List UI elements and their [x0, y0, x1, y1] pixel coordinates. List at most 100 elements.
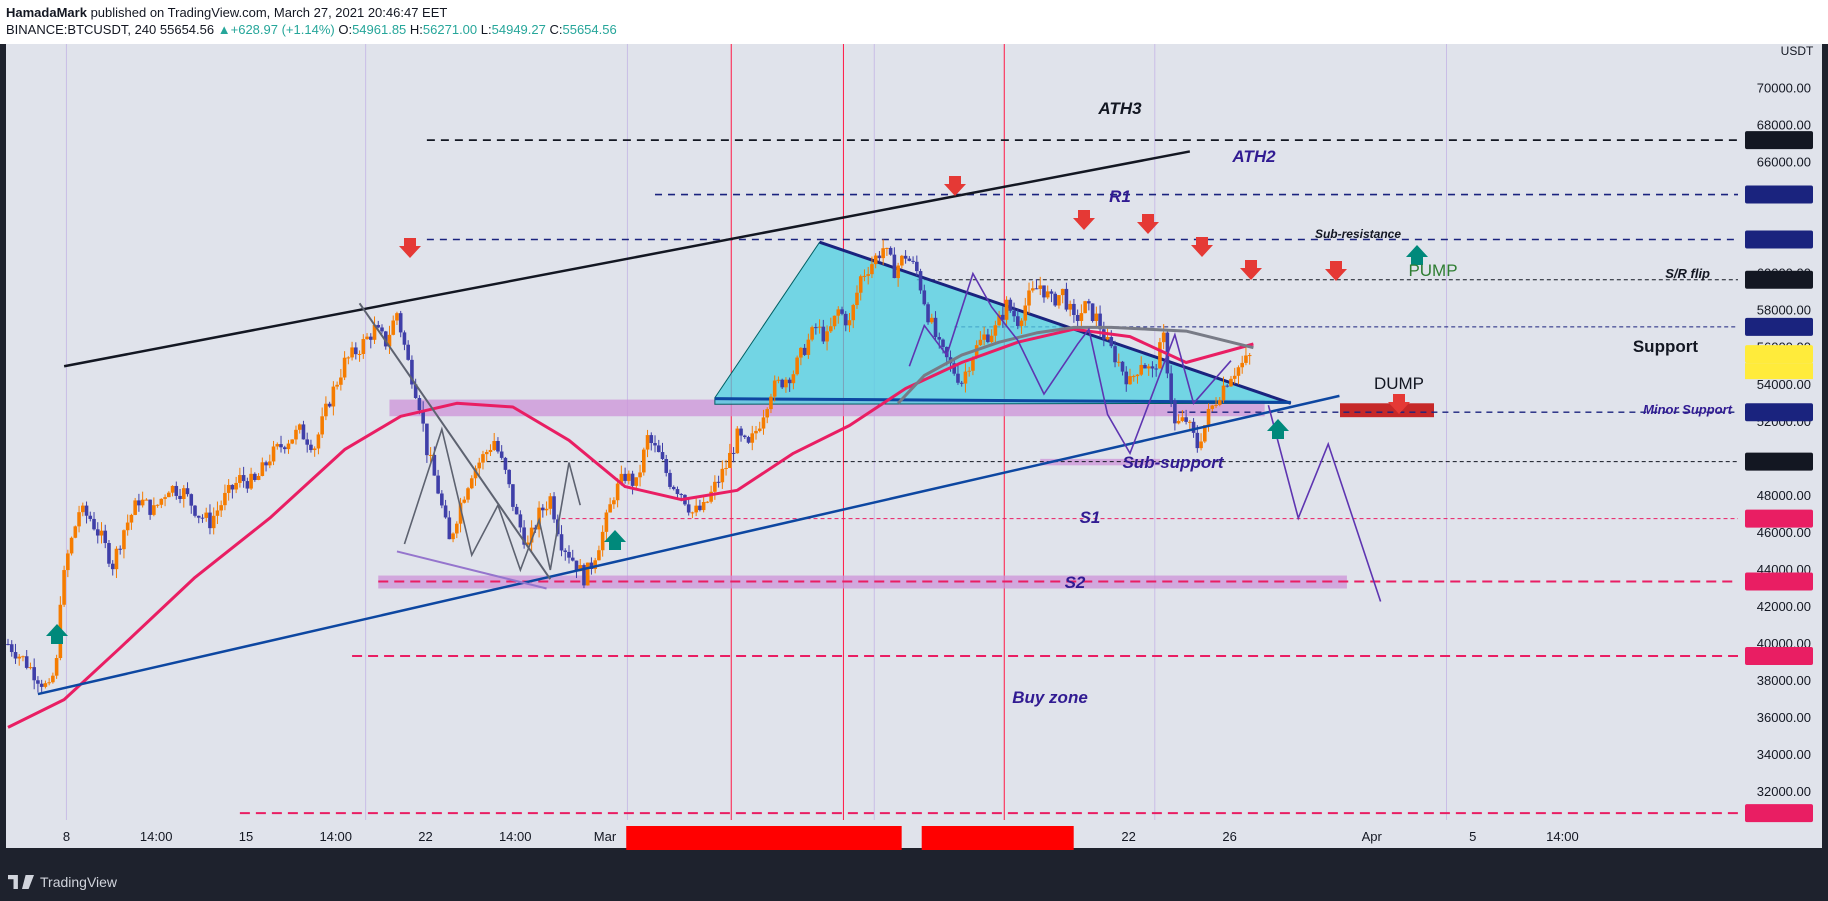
candle-body	[862, 275, 867, 277]
candle-body	[425, 423, 429, 456]
candle-body	[1012, 310, 1016, 317]
candle-body	[690, 512, 695, 514]
candle-body	[496, 440, 500, 452]
candle-body	[324, 403, 328, 417]
candle-body	[544, 508, 549, 511]
chart-canvas[interactable]: ATH3 ATH2 R1 Sub-resistance S/R flip Support M…	[0, 44, 1828, 864]
x-tick-label: 14:00	[499, 829, 532, 844]
candle-body	[832, 315, 837, 327]
candle-body	[507, 469, 511, 485]
candle-body	[612, 500, 616, 505]
candle-body	[234, 482, 238, 490]
candle-body	[526, 542, 530, 545]
candle-body	[1019, 320, 1024, 326]
candle-body	[559, 534, 564, 551]
x-tick-label: 26	[1222, 829, 1236, 844]
candle-body	[1027, 290, 1031, 306]
candle-body	[241, 475, 246, 482]
candle-body	[619, 473, 624, 484]
candle-body	[492, 440, 496, 450]
sub-resistance-label: Sub-resistance	[1315, 227, 1401, 241]
candle-body	[21, 656, 25, 658]
down-arrow-icon	[399, 238, 421, 258]
candle-body	[1210, 405, 1215, 409]
author-name[interactable]: HamadaMark	[6, 5, 87, 20]
candle-body	[638, 472, 642, 478]
y-tick-label: 32000.00	[1757, 784, 1811, 799]
candle-body	[866, 274, 870, 276]
price-axis[interactable]	[1738, 44, 1822, 820]
candle-body	[129, 514, 134, 523]
time-axis[interactable]	[6, 820, 1822, 848]
candle-body	[701, 502, 706, 511]
candle-body	[297, 424, 302, 430]
candle-body	[1161, 332, 1166, 343]
candle-body	[1158, 342, 1162, 369]
x-tick-label: 15	[239, 829, 253, 844]
candle-body	[447, 517, 452, 540]
candle-body	[432, 454, 437, 476]
candle-body	[847, 320, 852, 326]
candle-body	[739, 428, 743, 436]
tradingview-brand[interactable]: TradingView	[8, 874, 117, 890]
candle-body	[888, 247, 893, 255]
candle-body	[615, 483, 620, 501]
candle-body	[709, 491, 713, 502]
candle-body	[357, 354, 362, 356]
candle-body	[918, 271, 923, 291]
vertical-red-lines	[730, 44, 1005, 820]
candle-body	[1150, 366, 1155, 369]
candle-body	[92, 518, 96, 530]
sell-block	[1340, 403, 1434, 418]
candle-body	[462, 499, 467, 503]
candle-body	[907, 258, 912, 261]
candle-body	[1225, 385, 1230, 387]
price-label-box	[1745, 230, 1813, 249]
ma-gray-line	[897, 325, 1254, 405]
candle-body	[99, 530, 104, 536]
candle-body	[829, 326, 833, 332]
countdown-box	[1745, 363, 1813, 380]
candle-body	[1105, 337, 1110, 340]
y-tick-label: 46000.00	[1757, 525, 1811, 540]
candle-body	[312, 448, 317, 451]
candle-body	[1042, 285, 1046, 298]
candle-body	[802, 347, 807, 355]
candle-body	[421, 410, 425, 424]
candle-body	[170, 485, 175, 493]
candle-body	[1038, 285, 1043, 289]
candle-body	[989, 335, 994, 343]
down-arrow-icon	[1325, 261, 1347, 281]
candle-body	[32, 667, 36, 681]
candle-body	[499, 451, 504, 458]
candle-body	[1146, 366, 1151, 369]
candle-body	[1068, 303, 1072, 310]
candle-body	[398, 313, 403, 333]
candle-body	[604, 512, 609, 532]
candle-body	[196, 515, 201, 518]
candle-body	[148, 499, 152, 515]
y-tick-label: 48000.00	[1757, 488, 1811, 503]
price-label-box	[1745, 131, 1813, 150]
candle-body	[1016, 316, 1020, 326]
candle-body	[477, 462, 482, 469]
candle-body	[742, 435, 747, 438]
candle-body	[279, 444, 283, 448]
up-arrow-icon: ▲	[217, 22, 231, 37]
candle-body	[963, 371, 968, 384]
candle-body	[578, 565, 583, 572]
minor-support-zone	[1040, 458, 1160, 466]
candle-body	[522, 527, 526, 545]
candle-body	[443, 505, 448, 518]
candle-body	[810, 327, 814, 340]
candle-body	[81, 505, 85, 513]
falling-wedge-upper	[358, 302, 552, 580]
candle-body	[391, 320, 396, 335]
candle-body	[110, 563, 115, 570]
y-tick-label: 54000.00	[1757, 377, 1811, 392]
x-tick-label: 22	[418, 829, 432, 844]
candle-body	[1247, 355, 1252, 357]
candle-body	[181, 488, 186, 499]
candle-body	[791, 374, 796, 384]
candle-body	[514, 506, 519, 515]
